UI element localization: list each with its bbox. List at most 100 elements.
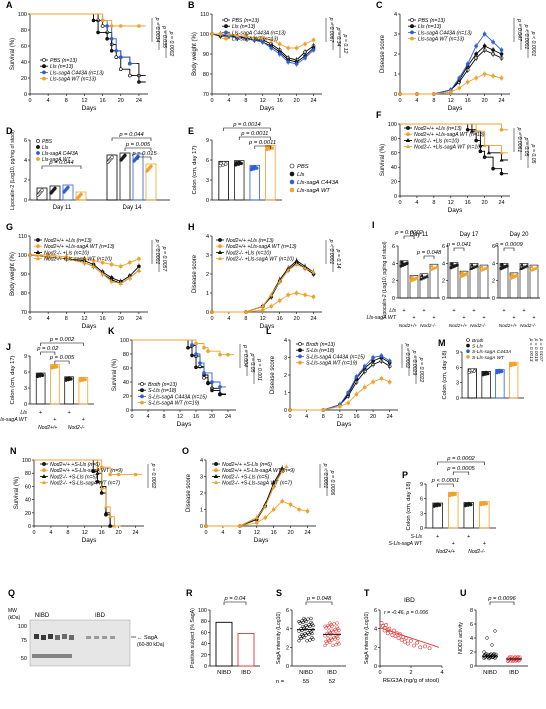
x-tick-label: 2 — [409, 670, 412, 676]
blot-band — [32, 654, 72, 658]
data-point — [508, 654, 512, 659]
legend-entry: Lls-sagA C443A (n=13) — [50, 70, 104, 76]
y-tick-label: 20 — [201, 653, 207, 659]
panel-letter: B — [188, 0, 195, 10]
y-tick-label: 0 — [24, 92, 27, 98]
data-point — [415, 640, 420, 645]
x-tick-label: 0 — [28, 316, 31, 322]
data-point — [435, 264, 439, 269]
y-tick-label: 40 — [25, 498, 31, 504]
data-point — [206, 380, 210, 385]
p-value: p = 0.015 — [131, 151, 157, 157]
data-point — [511, 361, 516, 366]
legend-entry: S-Lls — [472, 344, 484, 350]
data-point — [435, 502, 440, 506]
data-point — [409, 638, 413, 643]
data-point — [194, 365, 198, 370]
data-point — [300, 619, 304, 623]
panel-letter: T — [364, 588, 370, 598]
p-value: p < 0.0001 — [154, 239, 160, 265]
data-point — [108, 514, 113, 519]
stat-bracket — [423, 255, 435, 259]
data-point — [306, 617, 310, 621]
y-tick-label: 2 — [206, 272, 209, 278]
legend-marker — [41, 474, 47, 478]
legend-marker — [406, 132, 410, 137]
data-point — [470, 263, 474, 267]
data-point — [103, 510, 108, 515]
y-tick-label: 60 — [25, 484, 31, 490]
legend-marker — [289, 171, 295, 177]
legend-marker — [224, 18, 228, 22]
data-point — [114, 55, 119, 60]
data-point — [328, 621, 332, 625]
legend-marker — [406, 126, 410, 130]
stat-bracket — [111, 137, 152, 141]
stat-bracket — [503, 247, 515, 251]
legend-entry: PBS (n=13) — [50, 58, 77, 64]
data-point — [100, 24, 105, 28]
blot-band — [34, 634, 39, 639]
legend-marker — [42, 468, 46, 473]
data-point — [332, 622, 336, 626]
x-tick-label: 16 — [99, 530, 105, 536]
data-point — [99, 486, 104, 490]
p-value: p = 0.0014 — [232, 122, 261, 128]
y-tick-label: 4 — [392, 261, 395, 267]
x-tick-label: 12 — [260, 316, 266, 322]
y-tick-label: 0 — [206, 310, 209, 316]
data-point — [301, 624, 305, 629]
y-tick-label: 60 — [21, 44, 27, 50]
data-point — [110, 155, 114, 160]
stat-bracket — [40, 342, 84, 346]
y-tick-label: 6 — [492, 244, 495, 250]
legend-marker — [466, 354, 470, 359]
data-point — [388, 630, 393, 635]
legend-marker — [140, 382, 144, 386]
x-tick-label: 16 — [465, 200, 471, 206]
panel-D: D 0 2 4 6 Lipocalin-2 (Log10, pg/mg of stool)… — [6, 126, 170, 211]
data-point — [128, 61, 132, 66]
panel-I: I Lipocalin-2 (Log10, pg/mg of stool) 0 2 4 6… — [367, 220, 540, 329]
x-tick-label: 24 — [498, 200, 504, 206]
data-point — [114, 48, 119, 53]
plus-sign: + — [39, 410, 42, 416]
data-point — [309, 620, 313, 625]
p-value: p = 0.044 — [118, 132, 143, 138]
data-point — [321, 408, 326, 412]
data-point — [123, 153, 127, 158]
data-point — [103, 504, 108, 509]
p-value: p = 0.05 — [523, 137, 529, 157]
y-axis-title: Lipocalin-2 (Log10, pg/mg of stool) — [382, 241, 388, 318]
data-point — [499, 171, 504, 176]
legend-entry: Lls-sagA WT (n=13) — [232, 37, 278, 43]
y-axis-title: SagA intensity (Log10) — [276, 612, 282, 664]
legend-entry: S-Lls-sagA WT — [472, 355, 505, 361]
y-axis-title: Disease score — [186, 473, 192, 512]
bar — [508, 361, 519, 399]
x-tick-label: 20 — [209, 414, 215, 420]
legend-entry: Lls-sagA C443A — [42, 151, 79, 157]
p-value: p = 0.0002 — [446, 456, 475, 462]
y-tick-label: 0 — [200, 524, 203, 530]
data-point — [149, 164, 153, 169]
data-point — [474, 138, 478, 143]
legend-marker — [289, 187, 295, 193]
y-axis-title: Positive subject (% SagA) — [190, 608, 196, 668]
data-point — [335, 625, 339, 629]
data-point — [398, 92, 402, 96]
p-value: p = 0.0011 — [248, 140, 276, 146]
y-tick-label: 60 — [123, 366, 129, 372]
y-tick-label: 90 — [21, 272, 27, 278]
panel-N: N 0 20 40 60 80 100 0 4 8 12 16 20 24 Survival (%) Days… — [10, 446, 156, 544]
data-point — [478, 143, 483, 148]
x-tick-label: 24 — [136, 98, 142, 104]
y-tick-label: 0 — [24, 402, 27, 408]
x-category-label: IBD — [509, 670, 519, 676]
legend-marker — [224, 30, 228, 35]
legend-marker — [140, 388, 144, 393]
data-point — [40, 188, 44, 193]
mw-tick: 100 — [18, 624, 27, 630]
stat-bracket — [41, 165, 82, 169]
